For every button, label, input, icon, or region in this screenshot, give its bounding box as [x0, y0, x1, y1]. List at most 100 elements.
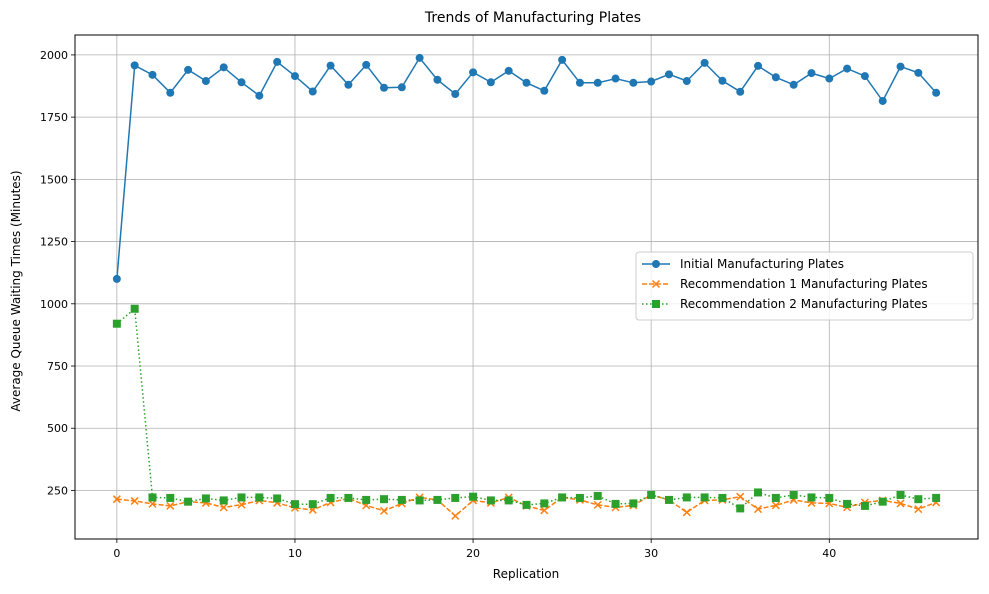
series-layer [112, 53, 941, 520]
data-point [682, 508, 691, 517]
data-point [878, 497, 887, 506]
data-point [112, 274, 121, 283]
legend-marker-recommendation-2 [652, 300, 660, 308]
y-tick-label: 2000 [40, 49, 68, 62]
data-point [148, 70, 157, 79]
data-point [700, 493, 709, 502]
data-point [700, 58, 709, 67]
data-point [664, 70, 673, 79]
x-tick-label: 40 [822, 547, 836, 560]
data-point [771, 73, 780, 82]
y-tick-label: 250 [47, 484, 68, 497]
legend-marker-recommendation-1 [651, 279, 661, 289]
y-tick-label: 500 [47, 422, 68, 435]
data-point [593, 500, 602, 509]
legend-label-recommendation-2: Recommendation 2 Manufacturing Plates [680, 297, 928, 311]
data-point [469, 68, 478, 77]
data-point [166, 88, 175, 97]
data-point [130, 496, 139, 505]
data-point [522, 500, 531, 509]
series-1-line [116, 56, 937, 279]
data-point [771, 493, 780, 502]
y-tick-label: 1250 [40, 236, 68, 249]
data-point [415, 53, 424, 62]
data-point [237, 500, 246, 509]
data-point [629, 78, 638, 87]
data-point [130, 304, 139, 313]
data-point [647, 490, 656, 499]
data-point [736, 492, 745, 501]
data-point [611, 499, 620, 508]
data-point [362, 495, 371, 504]
data-point [575, 78, 584, 87]
series-3-line [116, 307, 937, 510]
data-point [326, 61, 335, 70]
data-point [540, 499, 549, 508]
x-tick-label: 10 [288, 547, 302, 560]
data-point [504, 496, 513, 505]
data-point [807, 493, 816, 502]
x-axis-label: Replication [493, 567, 559, 581]
data-point [184, 65, 193, 74]
data-point [843, 499, 852, 508]
data-point [433, 75, 442, 84]
data-point [932, 88, 941, 97]
data-point [362, 60, 371, 69]
data-point [860, 501, 869, 510]
data-point [682, 77, 691, 86]
data-point [166, 501, 175, 510]
data-point [380, 495, 389, 504]
data-point [290, 500, 299, 509]
y-tick-label: 750 [47, 360, 68, 373]
data-point [664, 495, 673, 504]
data-point [451, 493, 460, 502]
data-point [789, 80, 798, 89]
data-point [860, 72, 869, 81]
data-point [914, 68, 923, 77]
ticks: 0 10 20 30 40 250 500 750 1000 1250 1500 1750 2000 [40, 49, 836, 560]
data-point [718, 493, 727, 502]
chart-title: Trends of Manufacturing Plates [424, 10, 641, 26]
data-point [344, 493, 353, 502]
data-point [469, 492, 478, 501]
data-point [112, 319, 121, 328]
y-tick-label: 1750 [40, 111, 68, 124]
legend-label-initial: Initial Manufacturing Plates [680, 257, 844, 271]
data-point [558, 55, 567, 64]
data-point [237, 78, 246, 87]
data-point [878, 96, 887, 105]
data-point [451, 89, 460, 98]
data-point [326, 493, 335, 502]
data-point [504, 66, 513, 75]
data-point [148, 499, 157, 508]
data-point [112, 495, 121, 504]
legend-marker-initial [652, 260, 660, 268]
data-point [843, 64, 852, 73]
data-point [219, 63, 228, 72]
data-point [914, 495, 923, 504]
data-point [166, 493, 175, 502]
data-point [754, 505, 763, 514]
data-point [486, 496, 495, 505]
data-point [558, 493, 567, 502]
data-point [308, 87, 317, 96]
legend-item-recommendation-1: Recommendation 1 Manufacturing Plates [642, 277, 928, 291]
data-point [451, 511, 460, 520]
data-point [290, 72, 299, 81]
data-point [219, 496, 228, 505]
data-point [593, 78, 602, 87]
data-point [130, 61, 139, 70]
data-point [148, 493, 157, 502]
data-point [754, 61, 763, 70]
data-point [629, 499, 638, 508]
data-point [486, 78, 495, 87]
data-point [201, 77, 210, 86]
data-point [201, 494, 210, 503]
data-point [754, 488, 763, 497]
data-point [789, 490, 798, 499]
y-tick-label: 1500 [40, 173, 68, 186]
data-point [397, 83, 406, 92]
data-point [522, 78, 531, 87]
